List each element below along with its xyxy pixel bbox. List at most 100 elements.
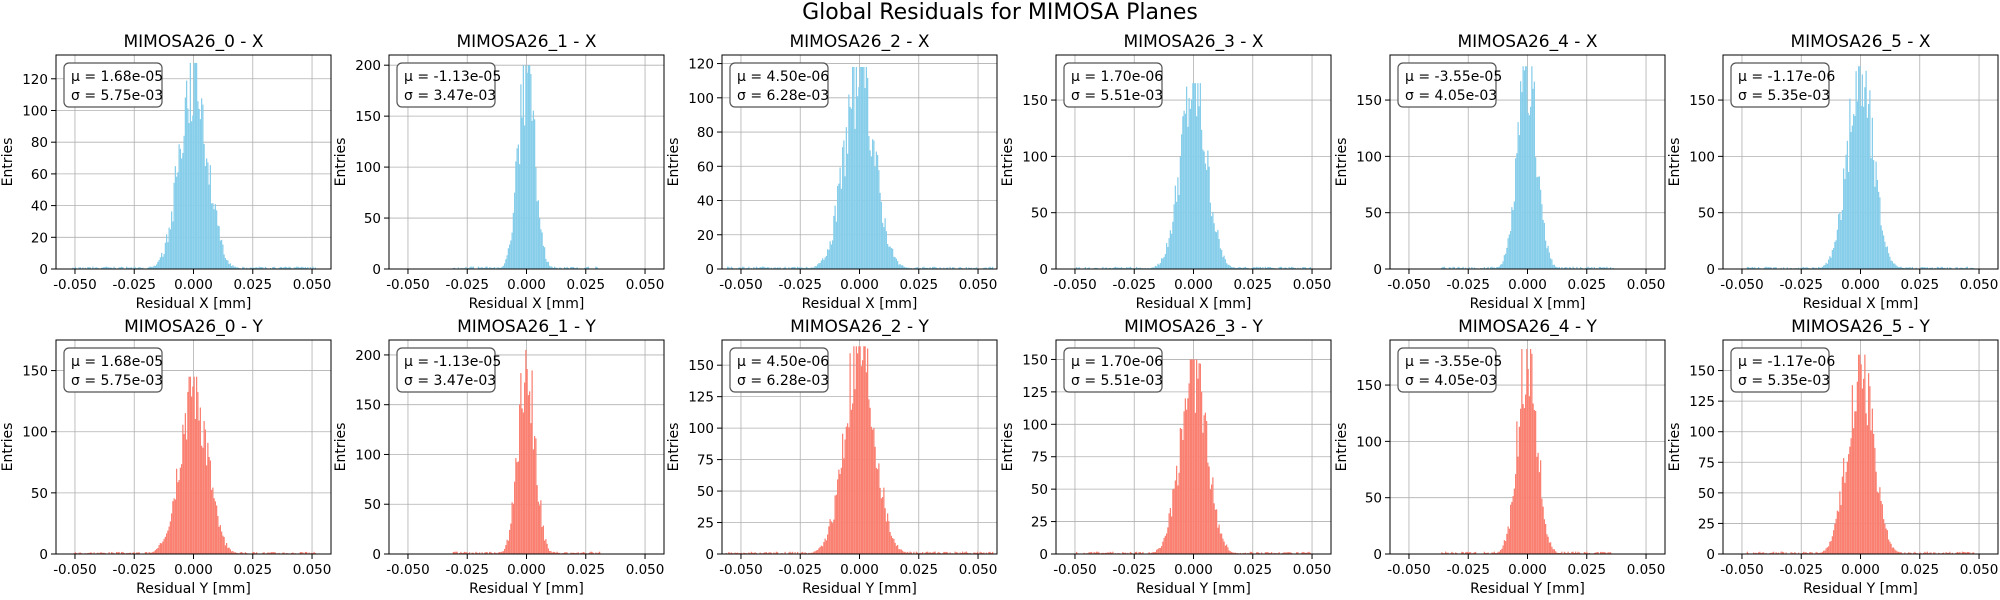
histogram-bar <box>1212 477 1214 554</box>
histogram-bar <box>194 62 196 269</box>
histogram-bar <box>223 254 225 269</box>
histogram-bar <box>1177 485 1179 554</box>
histogram-bar <box>890 247 892 269</box>
histogram-bar <box>933 551 935 554</box>
x-axis-label: Residual Y [mm] <box>802 581 917 597</box>
histogram-bar <box>274 552 276 554</box>
histogram-bar <box>1869 386 1871 554</box>
histogram-bar <box>1483 267 1485 269</box>
histogram-bar <box>191 396 193 554</box>
histogram-bar <box>1184 113 1186 269</box>
histogram-bar <box>216 505 218 554</box>
histogram-bar <box>1194 83 1196 269</box>
histogram-bar <box>970 267 972 269</box>
histogram-bar <box>152 551 154 554</box>
histogram-bar <box>765 267 767 269</box>
histogram-bar <box>521 408 523 554</box>
histogram-bar <box>237 267 239 269</box>
histogram-bar <box>842 147 844 269</box>
histogram-bar <box>1530 106 1532 269</box>
y-axis-label: Entries <box>1667 423 1683 472</box>
histogram-bar <box>1289 552 1291 554</box>
histogram-bar <box>1815 267 1817 269</box>
histogram-bar <box>1785 552 1787 554</box>
histogram-bar <box>1453 267 1455 269</box>
histogram-bar <box>1851 385 1853 554</box>
x-tick-label: 0.025 <box>566 277 605 293</box>
histogram-bar <box>1830 540 1832 554</box>
figure-title: Global Residuals for MIMOSA Planes <box>802 0 1198 25</box>
histogram-bar <box>1201 129 1203 269</box>
histogram-bar <box>196 376 198 554</box>
histogram-bar <box>1831 249 1833 269</box>
histogram-bar <box>1233 267 1235 269</box>
histogram-bar <box>162 541 164 554</box>
histogram-bar <box>471 552 473 554</box>
histogram-bar <box>1860 364 1862 554</box>
histogram-bar <box>1890 543 1892 554</box>
histogram-bar <box>1938 267 1940 269</box>
x-tick-label: 0.000 <box>507 562 546 578</box>
histogram-bar <box>1605 552 1607 554</box>
x-tick-label: -0.025 <box>1112 562 1156 578</box>
histogram-bar <box>136 552 138 554</box>
x-tick-label: 0.050 <box>626 277 665 293</box>
histogram-bar <box>1306 552 1308 554</box>
histogram-bar <box>1198 363 1200 554</box>
histogram-bar <box>297 266 299 269</box>
histogram-bar <box>1591 267 1593 269</box>
histogram-bar <box>863 346 865 554</box>
histogram-bar <box>1448 267 1450 269</box>
x-tick-label: -0.025 <box>1112 277 1156 293</box>
x-axis-label: Residual X [mm] <box>802 296 918 312</box>
histogram-bar <box>1446 552 1448 554</box>
histogram-bar <box>299 552 301 554</box>
y-tick-label: 100 <box>355 160 381 176</box>
histogram-bar <box>208 184 210 269</box>
histogram-bar <box>959 266 961 269</box>
histogram-bar <box>903 266 905 269</box>
histogram-bar <box>1825 262 1827 269</box>
histogram-bar <box>1610 552 1612 554</box>
histogram-bar <box>945 267 947 269</box>
histogram-bar <box>209 460 211 554</box>
histogram-bar <box>1212 212 1214 269</box>
histogram-bar <box>192 386 194 554</box>
histogram-bar <box>298 267 300 269</box>
histogram-bar <box>852 403 854 554</box>
histogram-bar <box>857 96 859 269</box>
histogram-bar <box>1281 266 1283 269</box>
histogram-bar <box>486 266 488 269</box>
histogram-bar <box>1840 505 1842 554</box>
histogram-bar <box>1104 267 1106 269</box>
histogram-bar <box>799 267 801 269</box>
x-axis-label: Residual X [mm] <box>1136 296 1252 312</box>
histogram-bar <box>888 246 890 269</box>
histogram-bar <box>1441 552 1443 554</box>
histogram-bar <box>203 143 205 269</box>
subplot: MIMOSA26_0 - X-0.050 -0.025 0.000 0.025 0.05… <box>0 32 332 312</box>
histogram-bar <box>1565 267 1567 269</box>
histogram-bar <box>833 519 835 554</box>
histogram-bar <box>78 267 80 269</box>
histogram-bar <box>148 266 150 269</box>
histogram-bar <box>947 552 949 554</box>
histogram-bar <box>1820 552 1822 554</box>
histogram-bar <box>101 267 103 269</box>
histogram-bar <box>1948 552 1950 554</box>
stats-mean: μ = -3.55e-05 <box>1405 354 1502 370</box>
histogram-bar <box>512 503 514 554</box>
y-axis-label: Entries <box>666 423 682 472</box>
histogram-bar <box>1522 404 1524 554</box>
histogram-bar <box>586 266 588 269</box>
histogram-bar <box>1586 267 1588 269</box>
histogram-bar <box>1930 552 1932 554</box>
histogram-bar <box>1909 552 1911 554</box>
histogram-bar <box>1516 421 1518 554</box>
histogram-bar <box>272 267 274 269</box>
histogram-bar <box>847 153 849 269</box>
histogram-bar <box>460 551 462 554</box>
histogram-bar <box>923 266 925 269</box>
histogram-bar <box>928 552 930 554</box>
y-axis-label: Entries <box>0 138 16 187</box>
